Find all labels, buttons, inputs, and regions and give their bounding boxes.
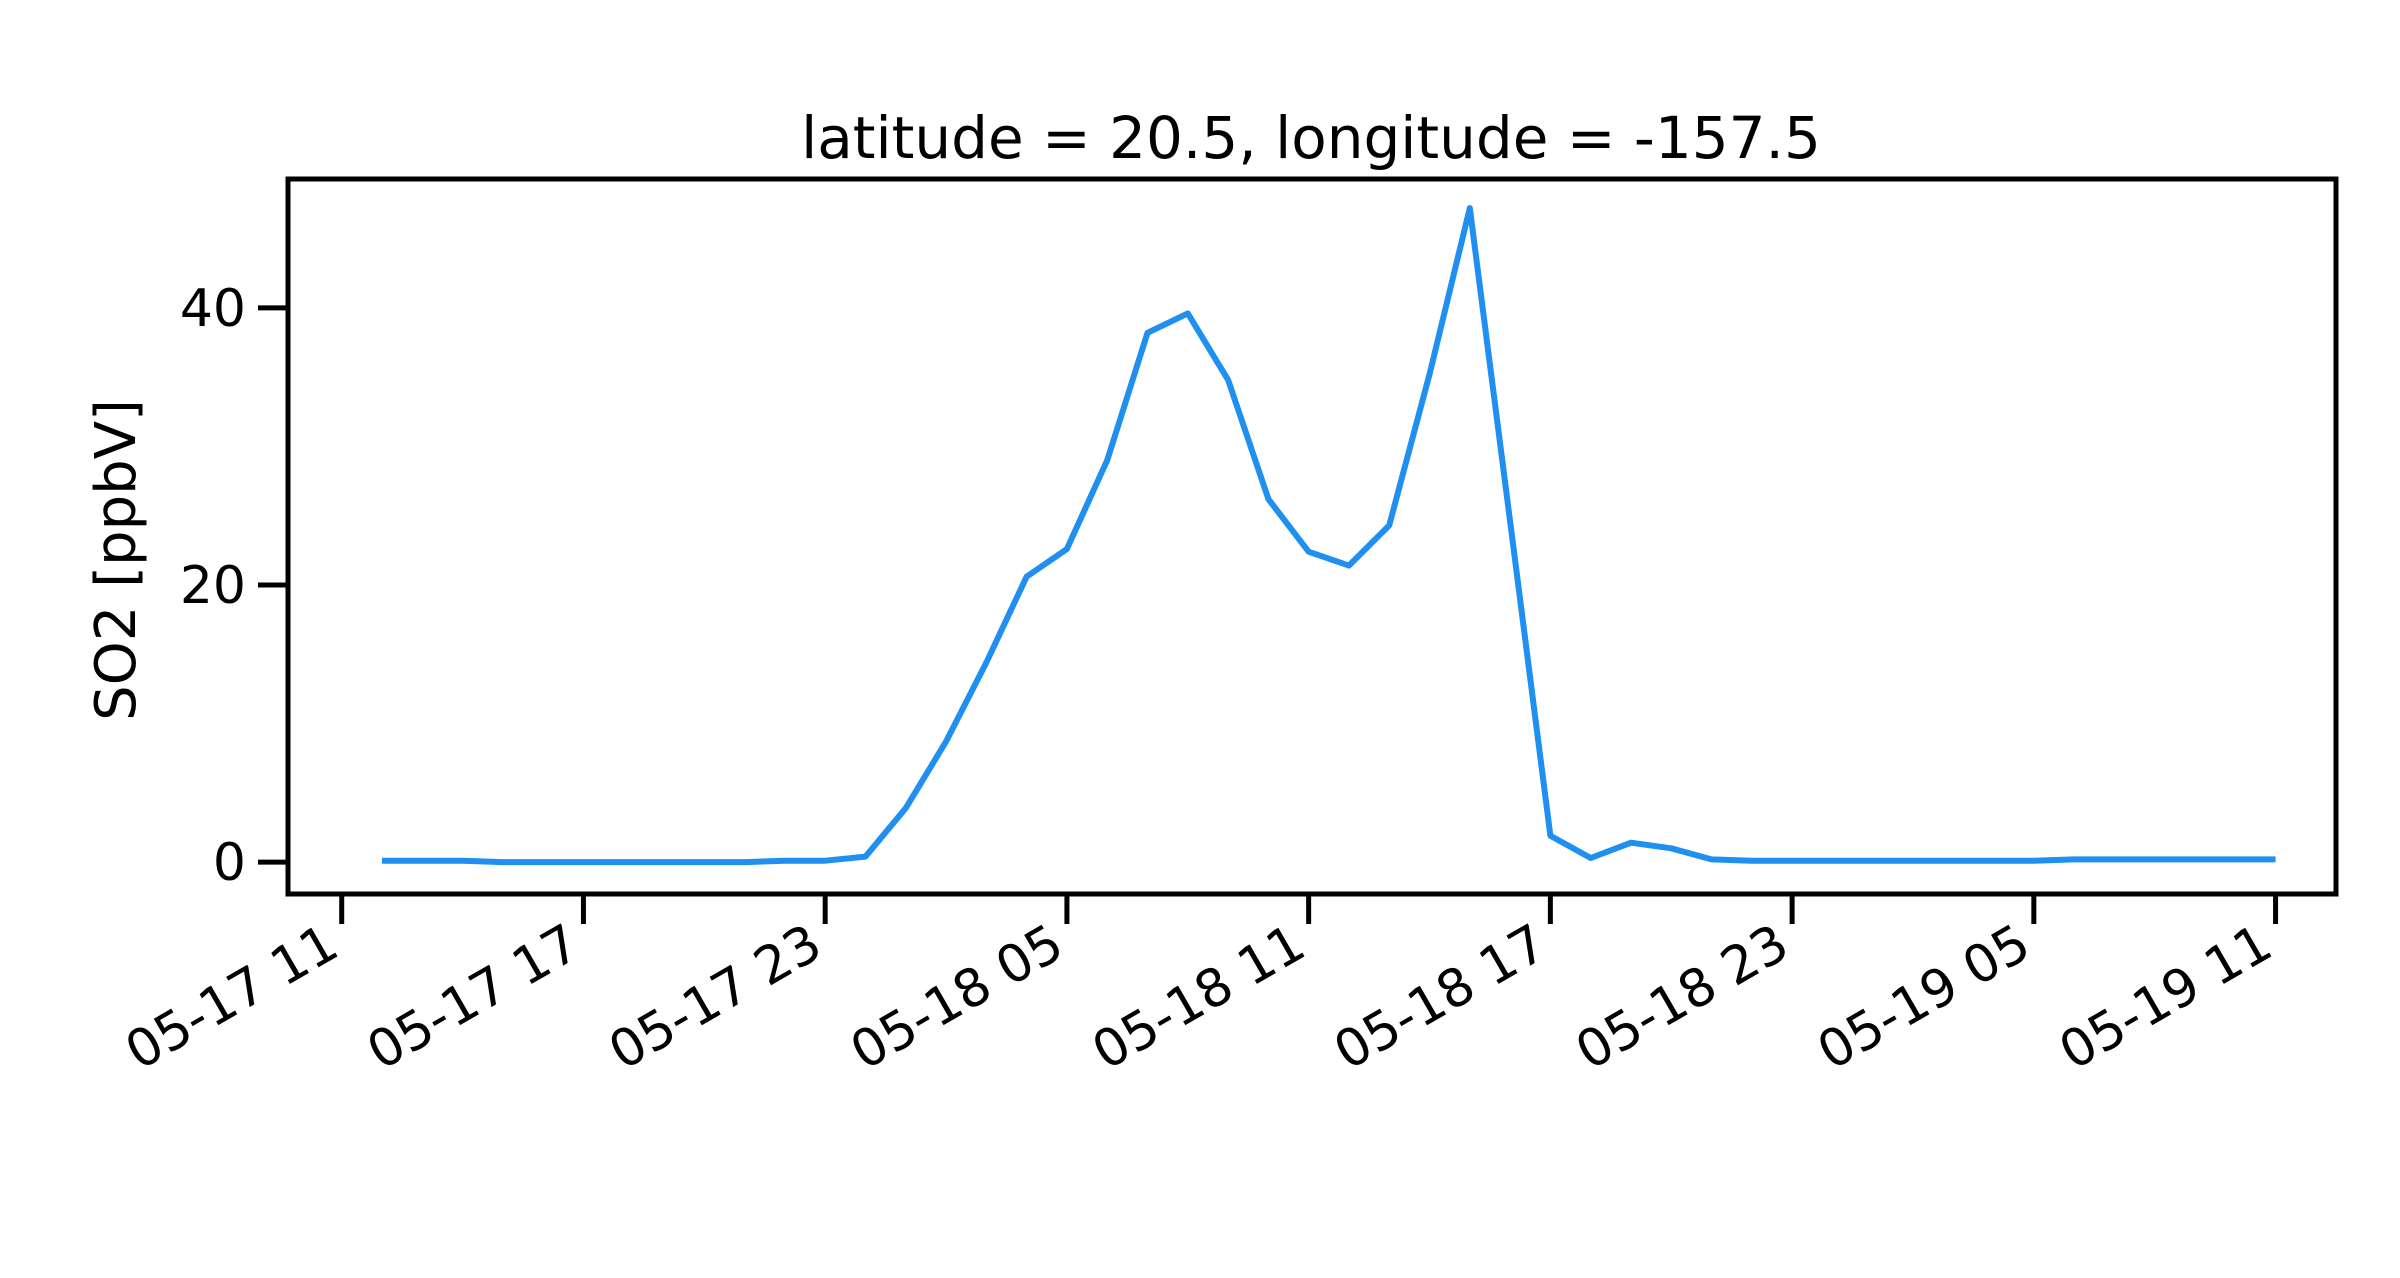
data-point-0-6 <box>621 859 627 865</box>
data-point-0-5 <box>580 859 586 865</box>
x-axis: 05-17 11 05-17 17 05-17 23 05-18 05 05-18 11… <box>116 894 2282 1082</box>
data-point-0-36 <box>1829 858 1835 864</box>
data-point-0-28 <box>1507 518 1513 524</box>
data-point-0-18 <box>1104 457 1110 463</box>
data-point-0-15 <box>983 660 989 666</box>
y-tick-label-0: 0 <box>213 833 246 893</box>
data-point-0-29 <box>1547 833 1553 839</box>
data-point-0-23 <box>1306 549 1312 555</box>
x-tick-label-5: 05-18 17 <box>1324 913 1556 1082</box>
data-point-0-32 <box>1668 845 1674 851</box>
data-point-0-4 <box>540 859 546 865</box>
data-point-0-25 <box>1386 522 1392 528</box>
x-tick-label-6: 05-18 23 <box>1566 913 1798 1082</box>
plot-area <box>379 205 2279 866</box>
y-axis: 0 20 40 <box>180 279 288 893</box>
data-point-0-22 <box>1265 496 1271 502</box>
data-point-0-38 <box>1910 858 1916 864</box>
y-tick-label-1: 20 <box>180 556 246 616</box>
data-point-0-43 <box>2111 856 2117 862</box>
x-tick-label-7: 05-19 05 <box>1808 913 2040 1082</box>
series-line <box>382 205 2276 866</box>
y-tick-label-2: 40 <box>180 279 246 339</box>
data-point-0-11 <box>822 858 828 864</box>
data-point-0-8 <box>701 859 707 865</box>
data-point-0-33 <box>1709 856 1715 862</box>
x-tick-label-3: 05-18 05 <box>841 913 1073 1082</box>
data-point-0-45 <box>2192 856 2198 862</box>
data-point-0-39 <box>1950 858 1956 864</box>
data-point-0-3 <box>500 859 506 865</box>
data-point-0-9 <box>742 859 748 865</box>
data-point-0-24 <box>1346 563 1352 569</box>
data-point-0-16 <box>1024 574 1030 580</box>
data-point-0-31 <box>1628 840 1634 846</box>
x-tick-label-1: 05-17 17 <box>357 913 589 1082</box>
x-tick-label-2: 05-17 23 <box>599 913 831 1082</box>
data-point-0-34 <box>1749 858 1755 864</box>
chart-title: latitude = 20.5, longitude = -157.5 <box>801 104 1821 172</box>
data-point-0-19 <box>1145 330 1151 336</box>
data-point-0-2 <box>460 858 466 864</box>
data-point-0-10 <box>782 858 788 864</box>
plot-frame <box>285 176 2339 897</box>
data-point-0-46 <box>2232 856 2238 862</box>
x-tick-label-0: 05-17 11 <box>116 913 348 1082</box>
data-point-0-40 <box>1991 858 1997 864</box>
data-point-0-42 <box>2071 856 2077 862</box>
data-point-0-0 <box>379 858 385 864</box>
data-point-0-21 <box>1225 377 1231 383</box>
data-point-0-35 <box>1789 858 1795 864</box>
data-point-0-1 <box>419 858 425 864</box>
data-point-0-17 <box>1064 546 1070 552</box>
data-point-0-41 <box>2031 858 2037 864</box>
data-point-0-14 <box>943 739 949 745</box>
x-tick-label-4: 05-18 11 <box>1083 913 1315 1082</box>
x-tick-label-8: 05-19 11 <box>2050 913 2282 1082</box>
data-point-0-44 <box>2152 856 2158 862</box>
y-axis-label: SO2 [ppbV] <box>84 399 149 721</box>
data-point-0-26 <box>1427 371 1433 377</box>
data-point-0-30 <box>1588 855 1594 861</box>
data-point-0-47 <box>2273 856 2279 862</box>
data-point-0-37 <box>1870 858 1876 864</box>
data-point-0-7 <box>661 859 667 865</box>
data-point-0-12 <box>863 854 869 860</box>
data-point-0-13 <box>903 805 909 811</box>
data-point-0-20 <box>1185 310 1191 316</box>
data-point-0-27 <box>1467 205 1473 211</box>
